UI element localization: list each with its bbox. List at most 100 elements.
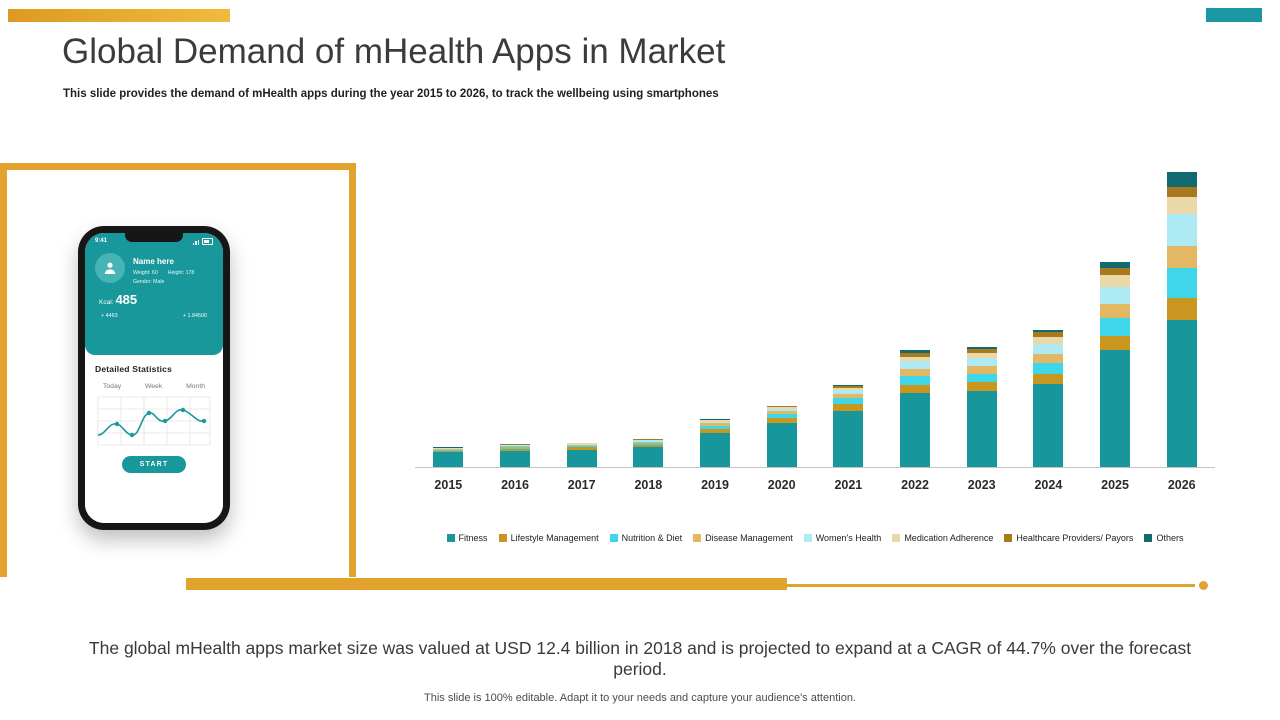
legend-swatch — [446, 534, 455, 542]
tab-today[interactable]: Today — [103, 383, 122, 390]
bar-segment — [433, 451, 464, 453]
bar-segment — [566, 443, 597, 445]
x-axis-label: 2021 — [834, 478, 863, 492]
profile-name: Name here — [133, 256, 174, 266]
bar-column-2018 — [615, 160, 682, 467]
phone-frame-top-border — [0, 163, 356, 170]
bar-segment — [766, 414, 797, 418]
bar-segment — [766, 417, 797, 423]
bar-segment — [633, 447, 664, 467]
bar-segment — [1166, 245, 1197, 269]
bar-segment — [1100, 286, 1131, 304]
battery-icon — [202, 238, 213, 245]
bar-segment — [900, 368, 931, 377]
bar-stack — [966, 346, 997, 467]
phone-screen: 9:41 Name here — [85, 233, 223, 523]
bar-segment — [1033, 362, 1064, 374]
bar-segment — [1100, 261, 1131, 269]
bar-stack — [1166, 172, 1197, 467]
bar-segment — [500, 447, 530, 449]
stacked-bar-chart — [415, 160, 1215, 468]
bar-segment — [1033, 336, 1064, 345]
bar-segment — [566, 444, 597, 447]
legend-item: Medication Adherence — [892, 533, 993, 543]
bar-segment — [1166, 297, 1197, 320]
bar-segment — [633, 441, 664, 444]
x-axis-label: 2018 — [634, 478, 663, 492]
bar-column-2019 — [682, 160, 749, 467]
status-time: 9:41 — [95, 238, 108, 245]
bar-segment — [1033, 329, 1064, 332]
bar-segment — [833, 387, 864, 391]
tab-week[interactable]: Week — [144, 383, 163, 390]
bar-segment — [500, 446, 530, 448]
bar-column-2017 — [548, 160, 615, 467]
bar-segment — [433, 452, 464, 467]
x-axis-label: 2025 — [1101, 478, 1129, 492]
legend-item: Others — [1144, 533, 1183, 543]
bar-segment — [900, 384, 931, 394]
bar-segment — [833, 384, 864, 387]
bar-segment — [500, 444, 530, 446]
bar-segment — [1166, 196, 1197, 215]
bar-segment — [966, 390, 997, 467]
status-icons — [192, 238, 213, 245]
bar-column-2020 — [748, 160, 815, 467]
bar-segment — [900, 352, 931, 357]
legend-item: Healthcare Providers/ Payors — [1004, 533, 1133, 543]
tab-month[interactable]: Month — [186, 383, 205, 390]
bar-segment — [1100, 268, 1131, 276]
bar-segment — [500, 451, 530, 467]
legend-item: Nutrition & Diet — [609, 533, 683, 543]
bar-segment — [766, 406, 797, 408]
bar-segment — [433, 448, 464, 449]
x-axis-label: 2023 — [967, 478, 996, 492]
bar-stack — [766, 405, 797, 467]
bar-segment — [700, 420, 731, 422]
bar-segment — [1166, 214, 1197, 246]
bar-segment — [766, 407, 797, 409]
bar-segment — [500, 448, 530, 452]
top-left-accent-bar — [8, 9, 230, 22]
bar-segment — [566, 449, 597, 467]
accent-underline-thin — [787, 584, 1195, 587]
mini-stat-left: + 4463 — [101, 312, 118, 319]
bar-segment — [700, 425, 731, 429]
bar-segment — [766, 408, 797, 412]
x-axis-label: 2015 — [434, 478, 463, 492]
legend-label: Nutrition & Diet — [621, 533, 683, 543]
kcal-label: Kcal: — [99, 298, 114, 306]
bar-stack — [1100, 261, 1131, 467]
bar-segment — [1100, 335, 1131, 351]
detailed-statistics-title: Detailed Statistics — [95, 364, 173, 374]
bar-segment — [1166, 319, 1197, 467]
bar-segment — [900, 356, 931, 362]
bar-segment — [900, 350, 931, 353]
x-axis-label: 2024 — [1034, 478, 1063, 492]
x-axis-label: 2026 — [1167, 478, 1196, 492]
slide-subtitle: This slide provides the demand of mHealt… — [63, 88, 719, 100]
bar-segment — [766, 422, 797, 467]
legend-swatch — [892, 534, 901, 542]
bar-segment — [700, 421, 731, 424]
bar-segment — [966, 352, 997, 359]
x-axis-label: 2017 — [567, 478, 596, 492]
phone-notch — [125, 233, 183, 242]
legend-label: Healthcare Providers/ Payors — [1016, 533, 1134, 543]
start-button[interactable]: START — [122, 456, 186, 473]
phone-app-body: Detailed Statistics Today Week Month — [85, 355, 223, 523]
bar-segment — [633, 443, 664, 445]
editable-note: This slide is 100% editable. Adapt it to… — [424, 692, 856, 704]
kcal-value: 485 — [115, 291, 138, 307]
bar-segment — [966, 358, 997, 367]
bar-segment — [1100, 318, 1131, 336]
bar-segment — [833, 404, 864, 411]
bar-segment — [966, 346, 997, 350]
legend-item: Disease Management — [693, 533, 793, 543]
bar-stack — [700, 419, 731, 467]
legend-label: Disease Management — [705, 533, 793, 543]
bar-segment — [833, 410, 864, 467]
mini-stat-right: + 1.84500 — [182, 312, 207, 319]
x-axis: 2015 2016 2017 2018 2019 2020 2021 2022 2023 2024… — [415, 478, 1215, 492]
